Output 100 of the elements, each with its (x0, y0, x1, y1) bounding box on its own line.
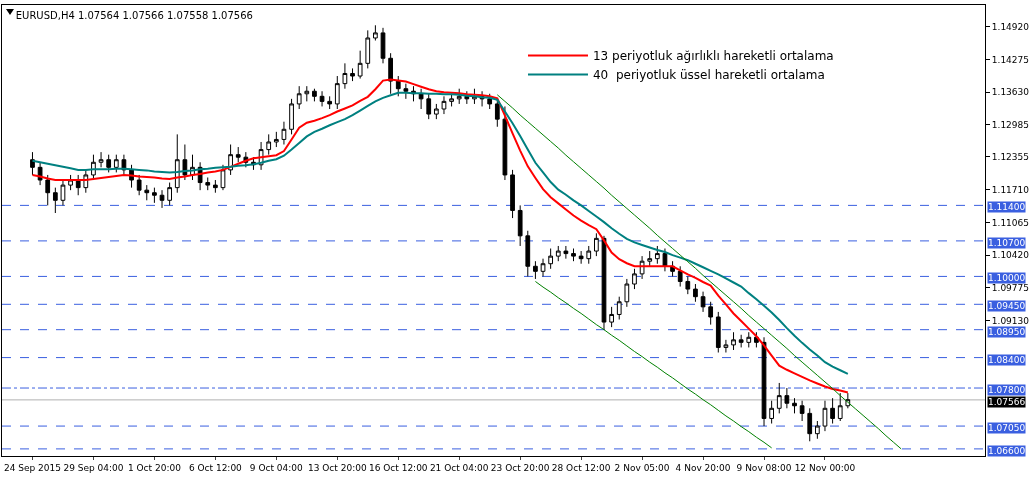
candlestick (548, 248, 554, 270)
candlestick (586, 245, 592, 265)
candlestick (403, 83, 409, 100)
x-tick-label: 29 Sep 04:00 (63, 462, 124, 473)
ref-line-label: 1.10000 (988, 273, 1026, 283)
ref-line-label: 1.06600 (988, 446, 1026, 456)
x-tick-label: 23 Oct 20:00 (490, 462, 550, 473)
candlestick (822, 400, 828, 432)
candlestick (723, 339, 729, 354)
candlestick (746, 331, 752, 348)
ref-line-label: 1.07800 (988, 385, 1026, 395)
candlestick (220, 164, 226, 191)
candlestick (395, 75, 401, 97)
x-tick-label: 16 Oct 12:00 (368, 462, 428, 473)
candlestick (769, 400, 774, 425)
candlestick (304, 85, 310, 102)
y-tick-label: 1.09775 (991, 282, 1030, 293)
x-tick-label: 6 Oct 12:00 (188, 462, 243, 473)
ref-line-label: 1.08400 (988, 355, 1026, 365)
candlestick (517, 204, 523, 247)
candlestick (540, 258, 546, 277)
candlestick (708, 301, 714, 326)
candlestick (426, 93, 432, 120)
candlestick (807, 407, 813, 442)
candlestick (487, 93, 493, 110)
candlestick (281, 121, 287, 146)
candlestick (624, 278, 630, 308)
x-tick-label: 12 Nov 00:00 (794, 462, 856, 473)
x-tick-label: 13 Oct 20:00 (307, 462, 367, 473)
candlestick (609, 306, 614, 328)
candlestick (312, 88, 317, 102)
y-tick-label: 1.11065 (991, 217, 1030, 228)
x-tick-label: 9 Nov 08:00 (736, 462, 792, 473)
candlestick (433, 103, 439, 120)
ref-line-label: 1.07050 (988, 423, 1026, 433)
candlestick (502, 105, 508, 181)
candlestick (616, 296, 622, 321)
candlestick (677, 265, 683, 288)
candlestick (837, 392, 843, 422)
candlestick (213, 179, 218, 194)
ref-line-label: 1.11400 (988, 202, 1026, 212)
candlestick (30, 151, 35, 176)
candlestick (159, 189, 165, 209)
line-series (534, 280, 773, 449)
y-tick-label: 1.13630 (991, 87, 1030, 98)
ref-line-label: 1.08950 (988, 327, 1026, 337)
candlestick (136, 174, 142, 196)
y-tick-label: 1.12985 (991, 120, 1030, 131)
candlestick (296, 85, 302, 110)
candlestick (456, 88, 462, 105)
candlestick (152, 187, 157, 204)
y-tick-label: 1.14920 (991, 21, 1030, 32)
candlestick (266, 133, 272, 156)
x-tick-label: 28 Oct 12:00 (551, 462, 611, 473)
candlestick (342, 62, 348, 90)
candlestick (113, 154, 119, 173)
candlestick (144, 184, 150, 201)
candlestick (571, 248, 576, 262)
candlestick (685, 275, 691, 295)
candlestick (235, 146, 241, 163)
candlestick (647, 250, 653, 267)
x-tick-label: 24 Sep 2015 (3, 462, 61, 473)
candlestick (525, 230, 531, 277)
candlestick (792, 397, 797, 414)
candlestick (738, 334, 744, 348)
candlestick (601, 235, 607, 331)
text: EURUSD,H4 1.07564 1.07566 1.07558 1.07566 (15, 9, 253, 21)
candlestick (594, 232, 599, 257)
candlestick (510, 169, 515, 219)
candlestick (365, 29, 371, 69)
candlestick (776, 382, 782, 414)
candlestick (814, 420, 820, 440)
legend-label: 13 periyotluk ağırlıklı hareketli ortalama (592, 49, 834, 64)
candlestick (52, 187, 58, 214)
candlestick (700, 291, 706, 313)
legend-label: 40 periyotluk üssel hareketli ortalama (592, 68, 825, 83)
candlestick (715, 311, 721, 354)
candlestick (563, 245, 569, 260)
candlestick (167, 182, 173, 206)
x-tick-label: 2 Nov 05:00 (614, 462, 670, 473)
line-series (496, 94, 902, 450)
y-tick-label: 1.10420 (991, 250, 1030, 261)
candlestick (327, 95, 333, 110)
y-tick-label: 1.14275 (991, 54, 1030, 65)
candlestick (60, 179, 66, 206)
candlestick (533, 260, 538, 280)
candlestick (761, 336, 767, 427)
candlestick (555, 245, 561, 262)
candlestick (319, 90, 325, 107)
candlestick (662, 248, 668, 272)
candlestick (654, 245, 660, 265)
candlestick (799, 400, 805, 422)
candlestick (578, 250, 584, 265)
candlestick (731, 331, 736, 351)
y-tick-label: 1.11710 (991, 184, 1030, 195)
x-tick-label: 4 Nov 20:00 (675, 462, 731, 473)
candlestick (273, 131, 279, 148)
candlestick (68, 174, 73, 191)
candlestick (106, 154, 112, 173)
y-tick-label: 1.09130 (991, 315, 1030, 326)
